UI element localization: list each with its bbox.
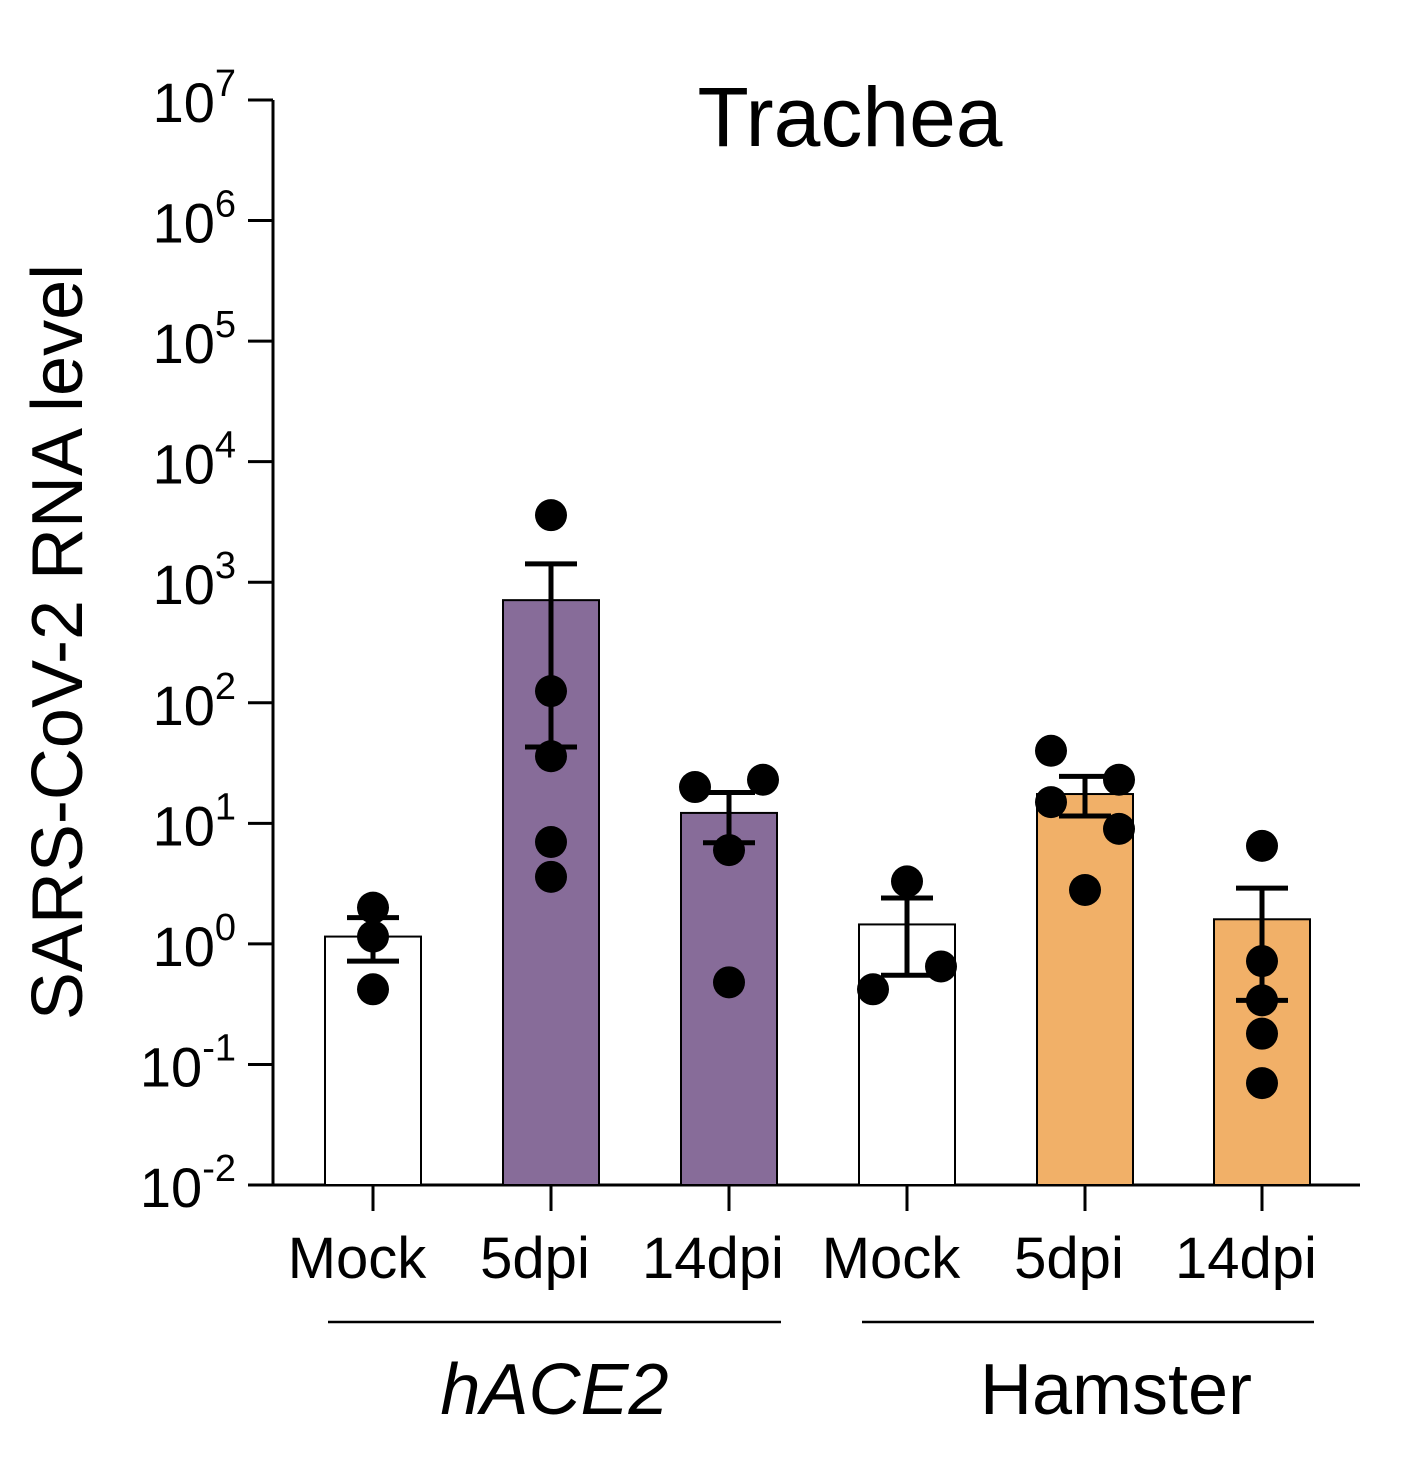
- data-point: [1035, 734, 1067, 767]
- y-tick-label: 10-2: [140, 1148, 236, 1219]
- group-label: hACE2: [440, 1350, 668, 1430]
- bars: [324, 599, 1311, 1186]
- group-label: Hamster: [980, 1350, 1252, 1430]
- data-point: [357, 973, 389, 1006]
- y-axis-label: SARS-CoV-2 RNA level: [18, 264, 98, 1020]
- y-tick-label: 102: [153, 666, 236, 737]
- x-tick-label: 14dpi: [1175, 1226, 1317, 1291]
- data-point: [713, 966, 745, 999]
- data-point: [679, 771, 711, 804]
- data-point: [1103, 763, 1135, 796]
- x-tick-label: Mock: [822, 1226, 962, 1291]
- y-tick-label: 101: [153, 786, 236, 857]
- data-point: [535, 675, 567, 708]
- error-bars: [347, 561, 1288, 1003]
- data-point: [747, 763, 779, 796]
- bar: [1213, 918, 1311, 1186]
- x-tick-label: 5dpi: [480, 1226, 590, 1291]
- data-point: [891, 865, 923, 898]
- data-point: [535, 499, 567, 532]
- data-point: [357, 920, 389, 953]
- data-point: [535, 860, 567, 893]
- labels: Trachea SARS-CoV-2 RNA level: [18, 70, 1003, 1020]
- data-point: [1246, 1017, 1278, 1050]
- y-tick-label: 103: [153, 545, 236, 616]
- y-tick-label: 105: [153, 304, 236, 375]
- data-point: [1035, 786, 1067, 819]
- data-point: [1246, 984, 1278, 1017]
- data-point: [857, 973, 889, 1006]
- data-point: [1246, 1067, 1278, 1100]
- x-tick-label: 5dpi: [1014, 1226, 1124, 1291]
- x-tick-label: Mock: [288, 1226, 428, 1291]
- y-tick-label: 107: [153, 63, 236, 134]
- axes: 10-2 10-1 100 101 102 103 104 105 106 107 Mock 5dpi…: [140, 63, 1360, 1430]
- data-point: [1069, 873, 1101, 906]
- data-point: [925, 950, 957, 983]
- chart-title: Trachea: [697, 70, 1002, 164]
- y-tick-label: 106: [153, 184, 236, 255]
- data-point: [1246, 945, 1278, 978]
- data-points: [357, 499, 1278, 1100]
- x-tick-label: 14dpi: [642, 1226, 784, 1291]
- bar: [680, 811, 778, 1186]
- y-tick-label: 10-1: [140, 1027, 236, 1098]
- data-point: [535, 826, 567, 859]
- data-point: [713, 834, 745, 867]
- data-point: [1246, 829, 1278, 862]
- y-tick-label: 100: [153, 907, 236, 978]
- data-point: [1103, 812, 1135, 845]
- data-point: [535, 740, 567, 773]
- data-point: [357, 891, 389, 924]
- bar: [1036, 793, 1134, 1186]
- y-tick-label: 104: [153, 425, 236, 496]
